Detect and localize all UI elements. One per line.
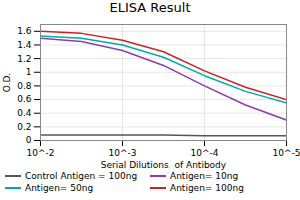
html-text:Antigen= 100ng: Antigen= 100ng — [170, 183, 244, 193]
svg-text:1.6: 1.6 — [17, 26, 32, 36]
svg-text:10^-4: 10^-4 — [191, 148, 219, 158]
svg-text:0.4: 0.4 — [17, 108, 32, 118]
svg-text:Serial Dilutions of Antibody: Serial Dilutions of Antibody — [101, 160, 227, 170]
svg-text:0: 0 — [26, 135, 32, 145]
svg-text:10^-3: 10^-3 — [109, 148, 137, 158]
svg-text:1: 1 — [26, 67, 32, 77]
svg-text:1.4: 1.4 — [17, 40, 32, 50]
svg-text:10^-5: 10^-5 — [273, 148, 300, 158]
svg-text:1.2: 1.2 — [17, 53, 31, 63]
html-text:Antigen= 10ng: Antigen= 10ng — [170, 171, 239, 181]
svg-text:0.8: 0.8 — [17, 81, 32, 91]
html-text:ELISA Result: ELISA Result — [109, 0, 191, 15]
svg-text:0.2: 0.2 — [17, 122, 31, 132]
svg-text:10^-2: 10^-2 — [27, 148, 55, 158]
svg-text:0.6: 0.6 — [17, 94, 32, 104]
html-text:Antigen= 50ng: Antigen= 50ng — [25, 183, 94, 193]
svg-text:O.D.: O.D. — [2, 73, 12, 92]
html-text:Control Antigen = 100ng: Control Antigen = 100ng — [25, 171, 138, 181]
